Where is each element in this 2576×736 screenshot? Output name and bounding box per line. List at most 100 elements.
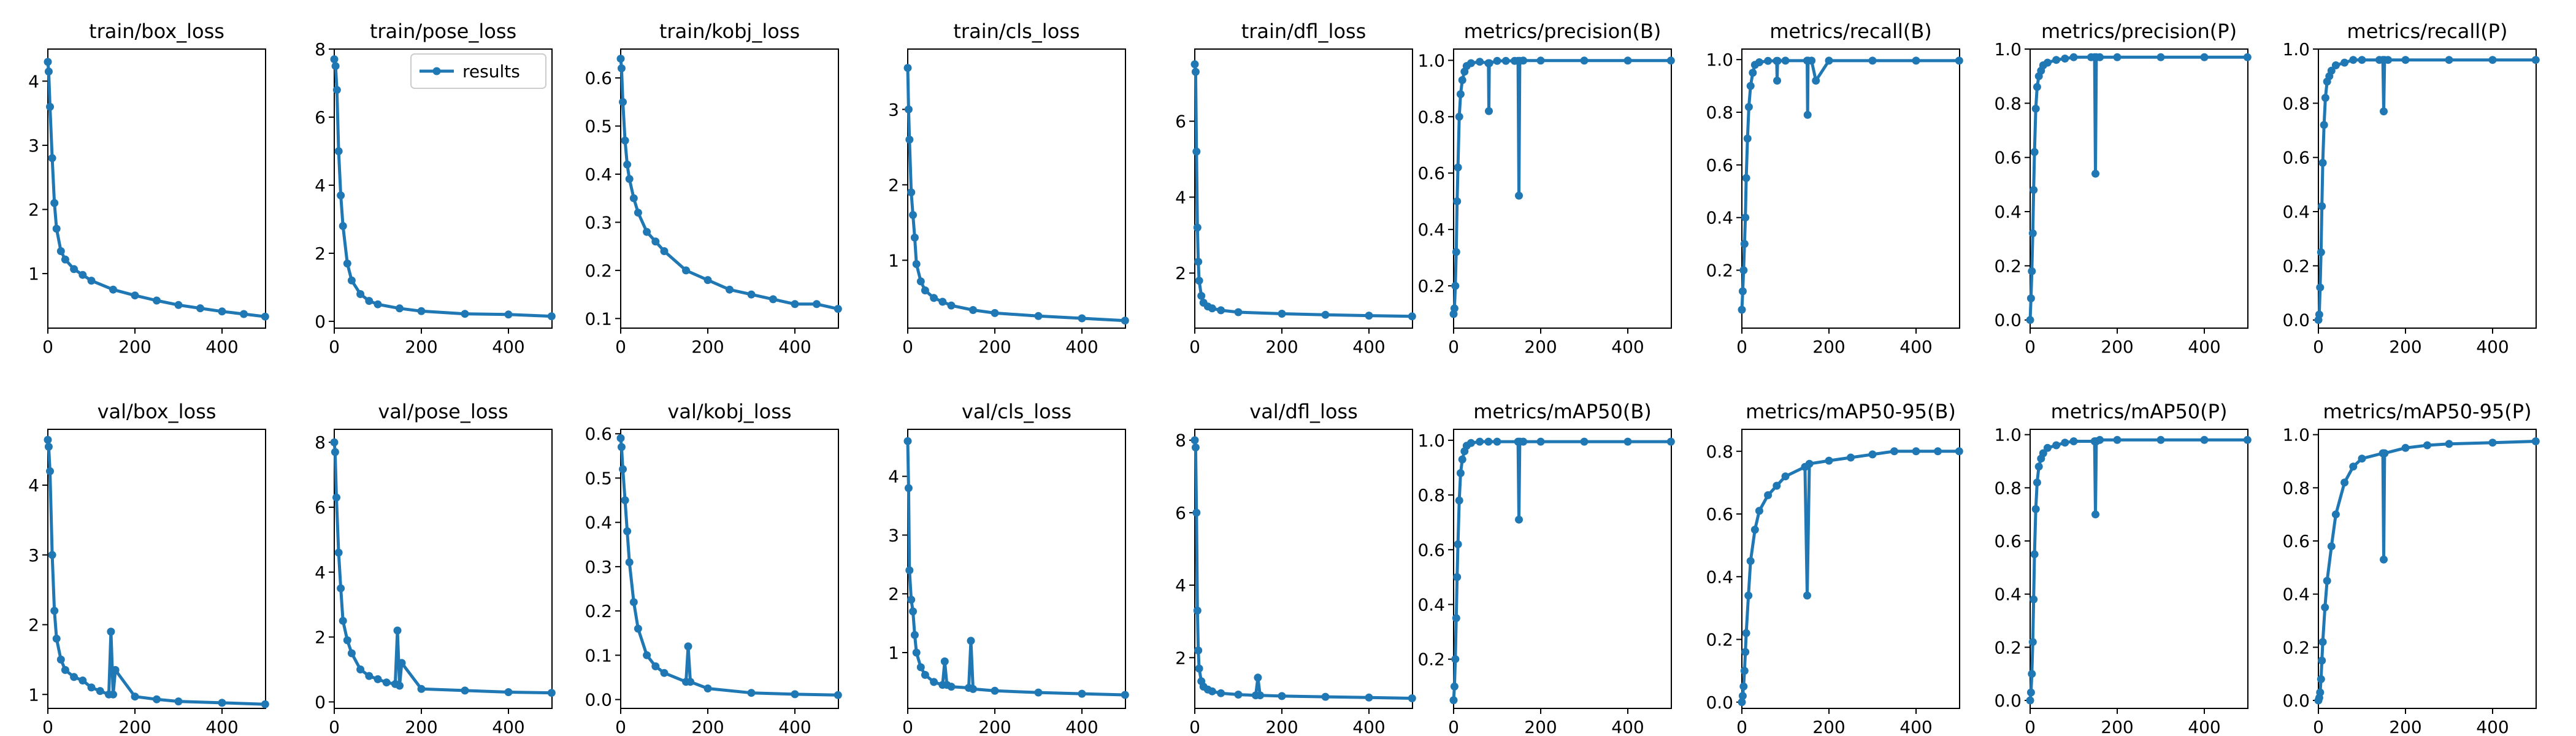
data-point (1278, 310, 1286, 318)
data-point (2052, 441, 2061, 450)
data-point (1456, 469, 1465, 477)
x-tick-label: 200 (2389, 337, 2421, 357)
y-tick-label: 2 (1175, 648, 1186, 668)
legend-marker (432, 67, 441, 75)
data-point (2423, 441, 2431, 450)
data-point (1193, 223, 1202, 232)
data-point (1451, 282, 1460, 290)
data-point (616, 434, 625, 442)
data-point (337, 584, 345, 592)
data-point (2033, 478, 2041, 487)
data-point (905, 566, 914, 575)
data-point (629, 598, 638, 607)
data-point (909, 211, 917, 219)
x-tick-label: 400 (205, 337, 238, 357)
data-point (218, 699, 226, 707)
data-point (903, 64, 912, 72)
data-point (79, 677, 87, 684)
x-tick-label: 0 (902, 337, 913, 357)
x-tick-label: 0 (329, 337, 340, 357)
data-point (1746, 557, 1755, 565)
data-point (684, 642, 692, 651)
data-point (461, 686, 469, 695)
legend-label: results (462, 61, 520, 82)
data-point (393, 626, 402, 635)
data-point (2031, 505, 2040, 513)
data-point (52, 224, 61, 233)
x-tick-label: 400 (1899, 337, 1932, 357)
subplot-title: val/pose_loss (378, 400, 508, 423)
y-tick-label: 1 (28, 264, 39, 284)
axes-frame (2030, 429, 2248, 709)
data-point (109, 690, 117, 699)
data-point (813, 300, 821, 309)
y-tick-label: 0.0 (585, 690, 612, 710)
y-tick-label: 0.2 (1706, 630, 1733, 650)
data-point (196, 304, 204, 313)
data-point (791, 300, 799, 309)
data-point (79, 270, 87, 279)
x-tick-label: 400 (1352, 337, 1385, 357)
subplot-title: val/cls_loss (962, 400, 1071, 423)
data-point (2156, 435, 2165, 444)
y-tick-label: 0.4 (585, 164, 612, 185)
y-tick-label: 0.2 (1994, 637, 2022, 657)
y-tick-label: 6 (1175, 503, 1186, 523)
subplot-title: train/box_loss (89, 20, 224, 43)
y-tick-label: 0.2 (585, 261, 612, 281)
data-point (947, 301, 956, 310)
data-point (382, 678, 391, 687)
data-point (107, 627, 115, 636)
axes-frame (620, 429, 839, 709)
y-tick-label: 0.6 (2282, 148, 2310, 168)
data-point (621, 496, 629, 505)
subplot-13: val/cls_loss 0 200 400 1 2 3 4 (888, 400, 1129, 736)
data-point (1742, 174, 1750, 182)
series-line (1452, 59, 1673, 316)
data-point (2358, 454, 2366, 463)
data-point (1484, 437, 1493, 446)
data-point (726, 285, 734, 294)
data-point (1208, 687, 1216, 696)
data-point (2327, 66, 2336, 75)
data-point (111, 665, 120, 674)
y-tick-label: 0.6 (585, 68, 612, 88)
data-point (1749, 69, 1757, 77)
x-tick-label: 200 (118, 337, 151, 357)
x-tick-label: 200 (1524, 717, 1557, 736)
y-tick-label: 1.0 (2282, 425, 2310, 445)
data-point (1741, 213, 1750, 222)
data-point (339, 616, 347, 625)
x-tick-label: 400 (1065, 717, 1098, 736)
y-tick-label: 0.6 (1417, 540, 1445, 560)
data-point (331, 448, 339, 456)
data-point (2445, 440, 2453, 448)
data-point (1450, 682, 1459, 691)
data-point (930, 294, 938, 302)
x-tick-label: 400 (1065, 337, 1098, 357)
x-tick-label: 0 (615, 337, 626, 357)
x-tick-label: 400 (1352, 717, 1385, 736)
axes-frame (1741, 429, 1960, 709)
data-point (1192, 147, 1201, 156)
data-point (2317, 248, 2325, 256)
y-tick-label: 0.4 (2282, 202, 2310, 222)
data-point (356, 290, 365, 298)
subplot-title: val/dfl_loss (1249, 400, 1358, 423)
data-point (1501, 56, 1510, 65)
y-tick-label: 4 (28, 475, 39, 496)
y-tick-label: 0.8 (1706, 442, 1733, 462)
x-tick-label: 0 (2313, 337, 2324, 357)
data-point (1912, 56, 1920, 65)
data-point (1455, 496, 1463, 505)
y-tick-label: 6 (1175, 112, 1186, 132)
data-point (1847, 453, 1855, 462)
y-tick-label: 0.5 (585, 117, 612, 137)
series-line (2028, 55, 2249, 322)
data-point (1191, 443, 1200, 451)
data-point (1321, 310, 1330, 319)
x-tick-label: 400 (778, 717, 811, 736)
data-point (240, 310, 248, 318)
data-point (1078, 689, 1086, 698)
data-point (625, 558, 634, 567)
